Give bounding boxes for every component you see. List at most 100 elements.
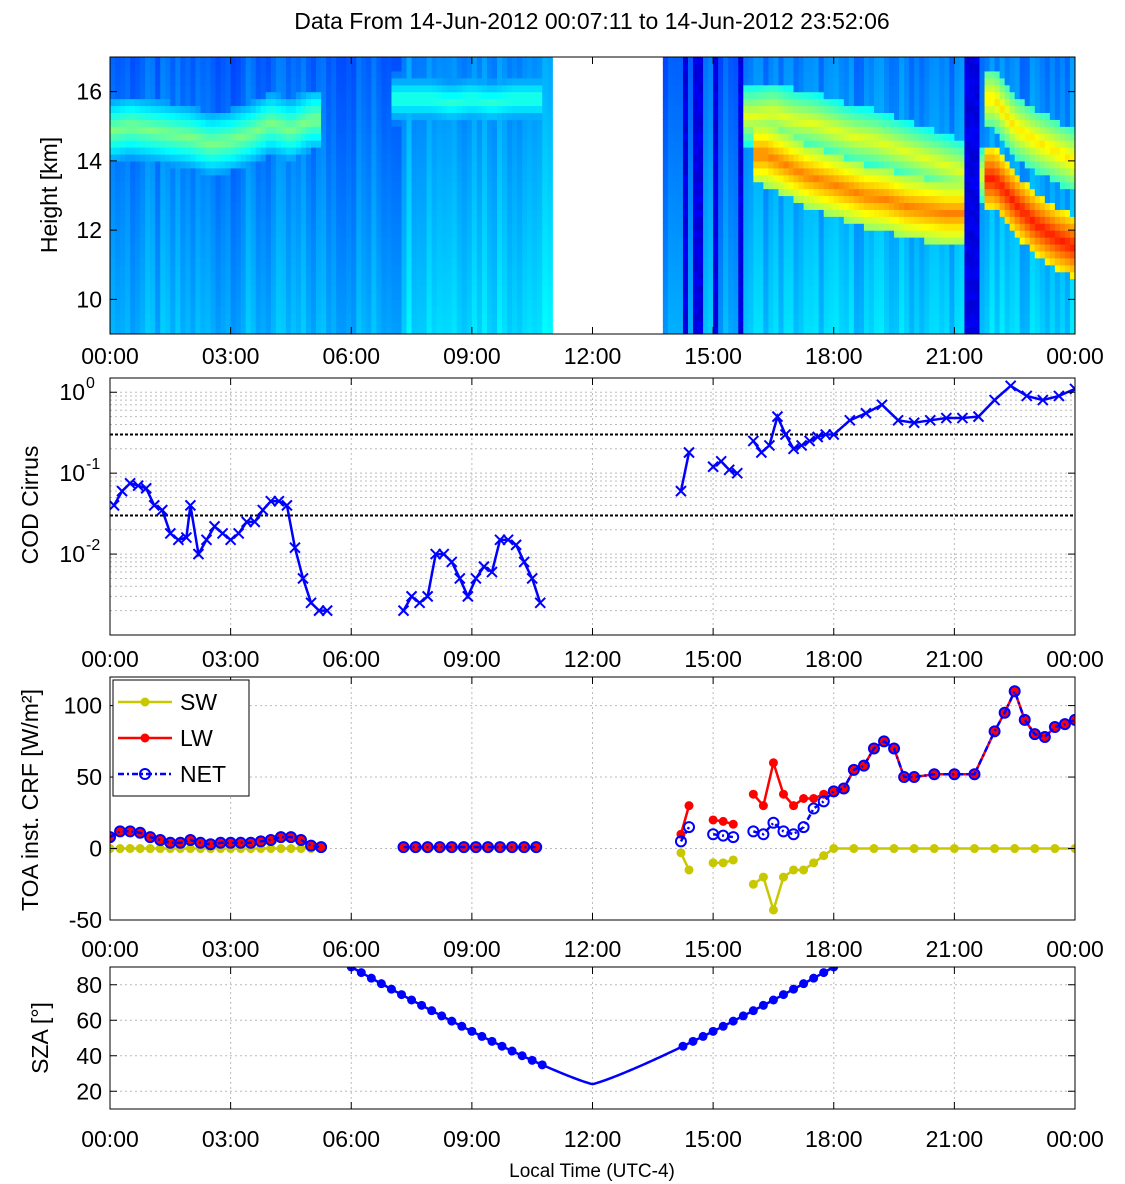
heatmap-cell	[321, 188, 327, 197]
heatmap-cell	[823, 271, 830, 280]
heatmap-cell	[703, 98, 709, 107]
heatmap-cell	[215, 230, 222, 238]
heatmap-cell	[522, 188, 528, 197]
heatmap-cell	[803, 167, 810, 176]
heatmap-cell	[667, 209, 674, 217]
heatmap-cell	[718, 292, 724, 300]
heatmap-cell	[537, 160, 543, 169]
heatmap-cell	[507, 202, 513, 210]
heatmap-cell	[778, 292, 785, 300]
heatmap-cell	[215, 98, 222, 107]
heatmap-cell	[210, 243, 217, 252]
heatmap-cell	[491, 313, 498, 321]
heatmap-cell	[240, 250, 247, 259]
heatmap-cell	[240, 140, 247, 148]
heatmap-cell	[502, 264, 508, 273]
heatmap-cell	[718, 112, 724, 120]
heatmap-cell	[371, 285, 377, 294]
heatmap-cell	[200, 278, 207, 287]
heatmap-cell	[527, 237, 533, 245]
heatmap-cell	[371, 243, 377, 252]
heatmap-cell	[361, 285, 367, 294]
heatmap-cell	[436, 271, 443, 280]
heatmap-cell	[260, 91, 267, 100]
heatmap-cell	[431, 320, 438, 328]
heatmap-cell	[175, 278, 181, 287]
heatmap-cell	[386, 209, 393, 217]
heatmap-cell	[718, 188, 724, 197]
heatmap-cell	[145, 216, 151, 224]
heatmap-cell	[436, 216, 443, 224]
heatmap-cell	[200, 202, 207, 210]
heatmap-cell	[828, 292, 835, 300]
heatmap-cell	[788, 243, 795, 252]
heatmap-cell	[728, 230, 734, 238]
heatmap-cell	[170, 257, 176, 266]
heatmap-cell	[230, 264, 237, 273]
heatmap-cell	[346, 195, 352, 204]
heatmap-cell	[205, 105, 212, 113]
heatmap-cell	[803, 327, 810, 334]
heatmap-cell	[190, 126, 197, 134]
heatmap-cell	[120, 223, 126, 231]
heatmap-cell	[517, 327, 523, 334]
heatmap-cell	[476, 105, 483, 113]
heatmap-cell	[311, 278, 317, 287]
heatmap-cell	[471, 105, 478, 113]
heatmap-cell	[150, 237, 156, 245]
heatmap-cell	[497, 327, 503, 334]
heatmap-cell	[290, 91, 297, 100]
heatmap-cell	[793, 299, 800, 307]
heatmap-cell	[838, 112, 845, 120]
heatmap-cell	[115, 98, 121, 107]
heatmap-cell	[773, 91, 780, 100]
heatmap-cell	[200, 250, 207, 259]
heatmap-cell	[788, 84, 795, 93]
heatmap-cell	[401, 306, 408, 314]
heatmap-cell	[150, 153, 156, 162]
heatmap-cell	[708, 209, 714, 217]
heatmap-cell	[713, 105, 719, 113]
heatmap-cell	[803, 202, 810, 210]
heatmap-cell	[537, 147, 543, 155]
heatmap-cell	[672, 153, 679, 162]
heatmap-cell	[180, 126, 186, 134]
heatmap-cell	[361, 237, 367, 245]
heatmap-cell	[175, 112, 181, 120]
heatmap-cell	[356, 188, 362, 197]
heatmap-cell	[768, 70, 775, 79]
heatmap-cell	[436, 306, 443, 314]
heatmap-cell	[461, 91, 468, 100]
heatmap-cell	[708, 133, 714, 141]
heatmap-cell	[502, 223, 508, 231]
heatmap-cell	[220, 63, 227, 72]
heatmap-cell	[406, 188, 413, 197]
heatmap-cell	[703, 126, 709, 134]
heatmap-cell	[140, 84, 146, 93]
heatmap-cell	[270, 313, 277, 321]
heatmap-cell	[532, 237, 538, 245]
heatmap-cell	[331, 292, 337, 300]
heatmap-cell	[356, 257, 362, 266]
heatmap-cell	[351, 223, 357, 231]
heatmap-cell	[481, 223, 488, 231]
heatmap-cell	[838, 320, 845, 328]
heatmap-cell	[703, 174, 709, 183]
heatmap-cell	[783, 70, 790, 79]
heatmap-cell	[431, 91, 438, 100]
heatmap-cell	[190, 57, 197, 65]
heatmap-cell	[507, 133, 513, 141]
heatmap-cell	[361, 327, 367, 334]
heatmap-cell	[225, 84, 232, 93]
heatmap-cell	[823, 160, 830, 169]
heatmap-cell	[260, 243, 267, 252]
heatmap-cell	[753, 257, 759, 266]
heatmap-cell	[733, 223, 739, 231]
heatmap-cell	[391, 230, 398, 238]
heatmap-cell	[341, 223, 347, 231]
heatmap-cell	[476, 63, 483, 72]
heatmap-cell	[356, 126, 362, 134]
heatmap-cell	[306, 188, 312, 197]
heatmap-cell	[718, 250, 724, 259]
heatmap-cell	[532, 126, 538, 134]
